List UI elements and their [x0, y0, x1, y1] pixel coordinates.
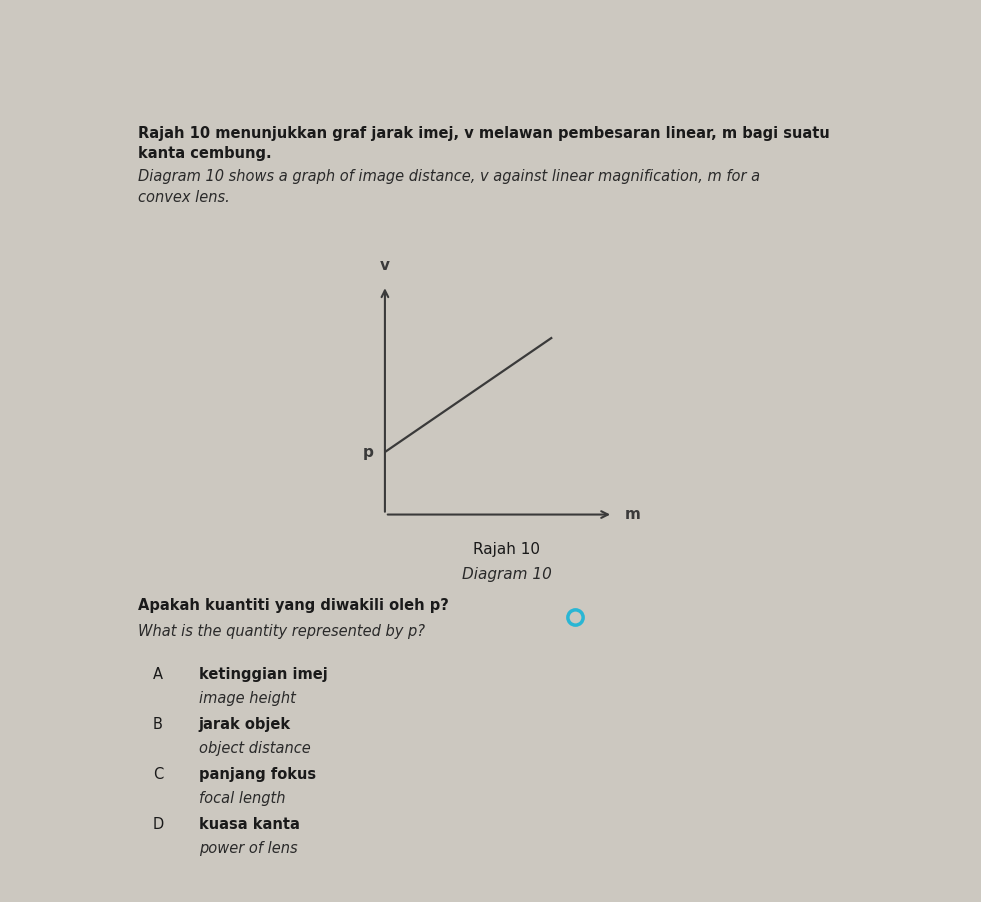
Text: Diagram 10: Diagram 10: [462, 566, 551, 582]
Text: D: D: [153, 817, 164, 833]
Text: Rajah 10: Rajah 10: [473, 542, 541, 557]
Text: jarak objek: jarak objek: [198, 717, 290, 732]
Text: v: v: [380, 258, 389, 272]
Text: power of lens: power of lens: [198, 841, 297, 856]
Text: B: B: [153, 717, 163, 732]
Text: m: m: [625, 507, 641, 522]
Text: Rajah 10 menunjukkan graf jarak imej, v melawan pembesaran linear, m bagi suatu: Rajah 10 menunjukkan graf jarak imej, v …: [137, 125, 830, 141]
Text: panjang fokus: panjang fokus: [198, 768, 316, 782]
Text: A: A: [153, 667, 163, 682]
Text: kanta cembung.: kanta cembung.: [137, 146, 272, 161]
Text: ketinggian imej: ketinggian imej: [198, 667, 328, 682]
Text: p: p: [363, 445, 374, 459]
Text: kuasa kanta: kuasa kanta: [198, 817, 299, 833]
Text: What is the quantity represented by p?: What is the quantity represented by p?: [137, 624, 425, 640]
Text: object distance: object distance: [198, 741, 310, 756]
Text: Diagram 10 shows a graph of image distance, v against linear magnification, m fo: Diagram 10 shows a graph of image distan…: [137, 170, 760, 184]
Text: C: C: [153, 768, 163, 782]
Text: image height: image height: [198, 691, 295, 706]
Text: Apakah kuantiti yang diwakili oleh p?: Apakah kuantiti yang diwakili oleh p?: [137, 598, 448, 612]
Text: convex lens.: convex lens.: [137, 190, 230, 205]
Text: focal length: focal length: [198, 791, 285, 806]
